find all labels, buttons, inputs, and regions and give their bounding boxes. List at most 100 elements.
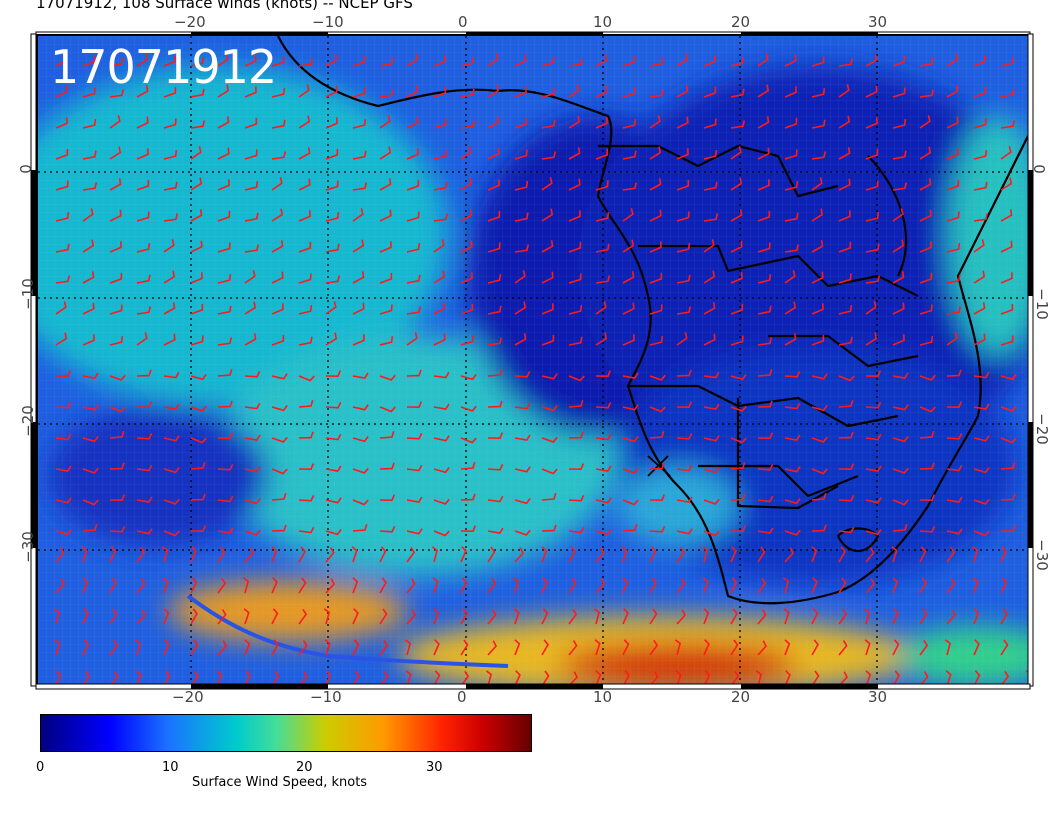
wind-barb (1000, 405, 1017, 412)
wind-barb (55, 117, 68, 129)
wind-barb (755, 670, 763, 684)
wind-barb (460, 120, 476, 129)
wind-barb (82, 608, 89, 625)
wind-barb (730, 374, 747, 381)
colorbar-tick: 20 (296, 760, 313, 775)
wind-barb (271, 87, 286, 98)
wind-barb (190, 335, 204, 346)
wind-barb (244, 529, 261, 536)
wind-barb (512, 577, 520, 594)
wind-barb (784, 498, 801, 505)
wind-barb (515, 670, 521, 684)
wind-barb (434, 670, 441, 684)
wind-barb (460, 335, 474, 346)
wind-barb (568, 304, 583, 315)
wind-barb (487, 242, 501, 253)
wind-barb (676, 433, 693, 440)
wind-barb (1000, 461, 1016, 470)
wind-barb (136, 179, 150, 191)
wind-barb (703, 435, 720, 442)
wind-barb (757, 84, 770, 98)
wind-barb (703, 55, 716, 67)
top-lon-label: 0 (458, 13, 468, 31)
wind-barb (433, 639, 440, 656)
wind-barb (433, 608, 440, 625)
wind-barb (163, 403, 180, 410)
wind-barb (730, 493, 746, 501)
wind-barb (163, 302, 176, 315)
bottom-lon-label: 10 (593, 688, 613, 706)
wind-barb (892, 239, 905, 253)
wind-barb (622, 436, 639, 443)
wind-barb (406, 242, 421, 253)
wind-barb (650, 671, 659, 684)
wind-barb (271, 271, 284, 284)
wind-barb (217, 464, 234, 471)
wind-barb (298, 608, 308, 625)
wind-barb (973, 530, 990, 537)
wind-barb (433, 213, 449, 222)
wind-barb (134, 639, 142, 656)
wind-barb (298, 241, 312, 253)
wind-barb (541, 271, 554, 284)
wind-barb (406, 496, 423, 503)
wind-barb (514, 529, 531, 536)
wind-barb (946, 211, 960, 222)
wind-barb (379, 146, 392, 160)
bottom-axis-strip (35, 683, 1031, 690)
wind-barb (703, 239, 715, 253)
wind-barb (865, 547, 875, 563)
wind-barb (460, 146, 472, 160)
wind-barb (82, 150, 97, 160)
wind-barb (784, 434, 801, 441)
wind-barb (487, 368, 503, 377)
wind-barb (541, 119, 556, 129)
wind-barb (53, 608, 61, 625)
wind-barb (271, 405, 288, 412)
wind-barb (946, 332, 958, 346)
wind-barb (82, 467, 99, 474)
wind-barb (190, 546, 197, 563)
wind-barb (649, 526, 666, 533)
wind-barb (433, 498, 450, 505)
wind-barb (55, 301, 67, 315)
wind-barb (298, 463, 315, 471)
wind-barb (136, 211, 150, 222)
wind-barb (782, 577, 790, 594)
wind-barb (622, 55, 636, 67)
wind-barb (406, 609, 416, 625)
wind-barb (568, 84, 580, 98)
wind-barb (217, 640, 227, 656)
wind-barb (541, 303, 554, 315)
wind-barb (730, 120, 746, 129)
wind-barb (703, 333, 716, 346)
wind-barb (136, 546, 146, 563)
wind-barb (460, 546, 467, 563)
wind-barb (838, 84, 850, 98)
wind-barb (272, 670, 280, 684)
wind-barb (379, 406, 396, 413)
wind-barb (676, 53, 689, 67)
colorbar (40, 714, 532, 752)
wind-barb (568, 115, 581, 129)
wind-barb (541, 56, 555, 67)
wind-barb (595, 402, 612, 409)
wind-barb (55, 497, 72, 504)
top-lon-label: 30 (868, 13, 888, 31)
wind-barb (244, 547, 254, 563)
wind-barb (594, 639, 601, 656)
wind-barb (298, 336, 313, 346)
wind-barb (757, 116, 770, 129)
wind-barb (514, 180, 529, 191)
left-lat-label: −10 (18, 278, 37, 310)
wind-barb (109, 526, 126, 533)
wind-barb (919, 115, 931, 129)
wind-barb (514, 212, 529, 222)
wind-barb (136, 609, 146, 625)
wind-barb (595, 148, 609, 160)
wind-barb (190, 56, 205, 67)
wind-barb (352, 334, 365, 346)
wind-barb (109, 272, 123, 284)
wind-barb (109, 462, 125, 470)
wind-barb (703, 149, 718, 160)
